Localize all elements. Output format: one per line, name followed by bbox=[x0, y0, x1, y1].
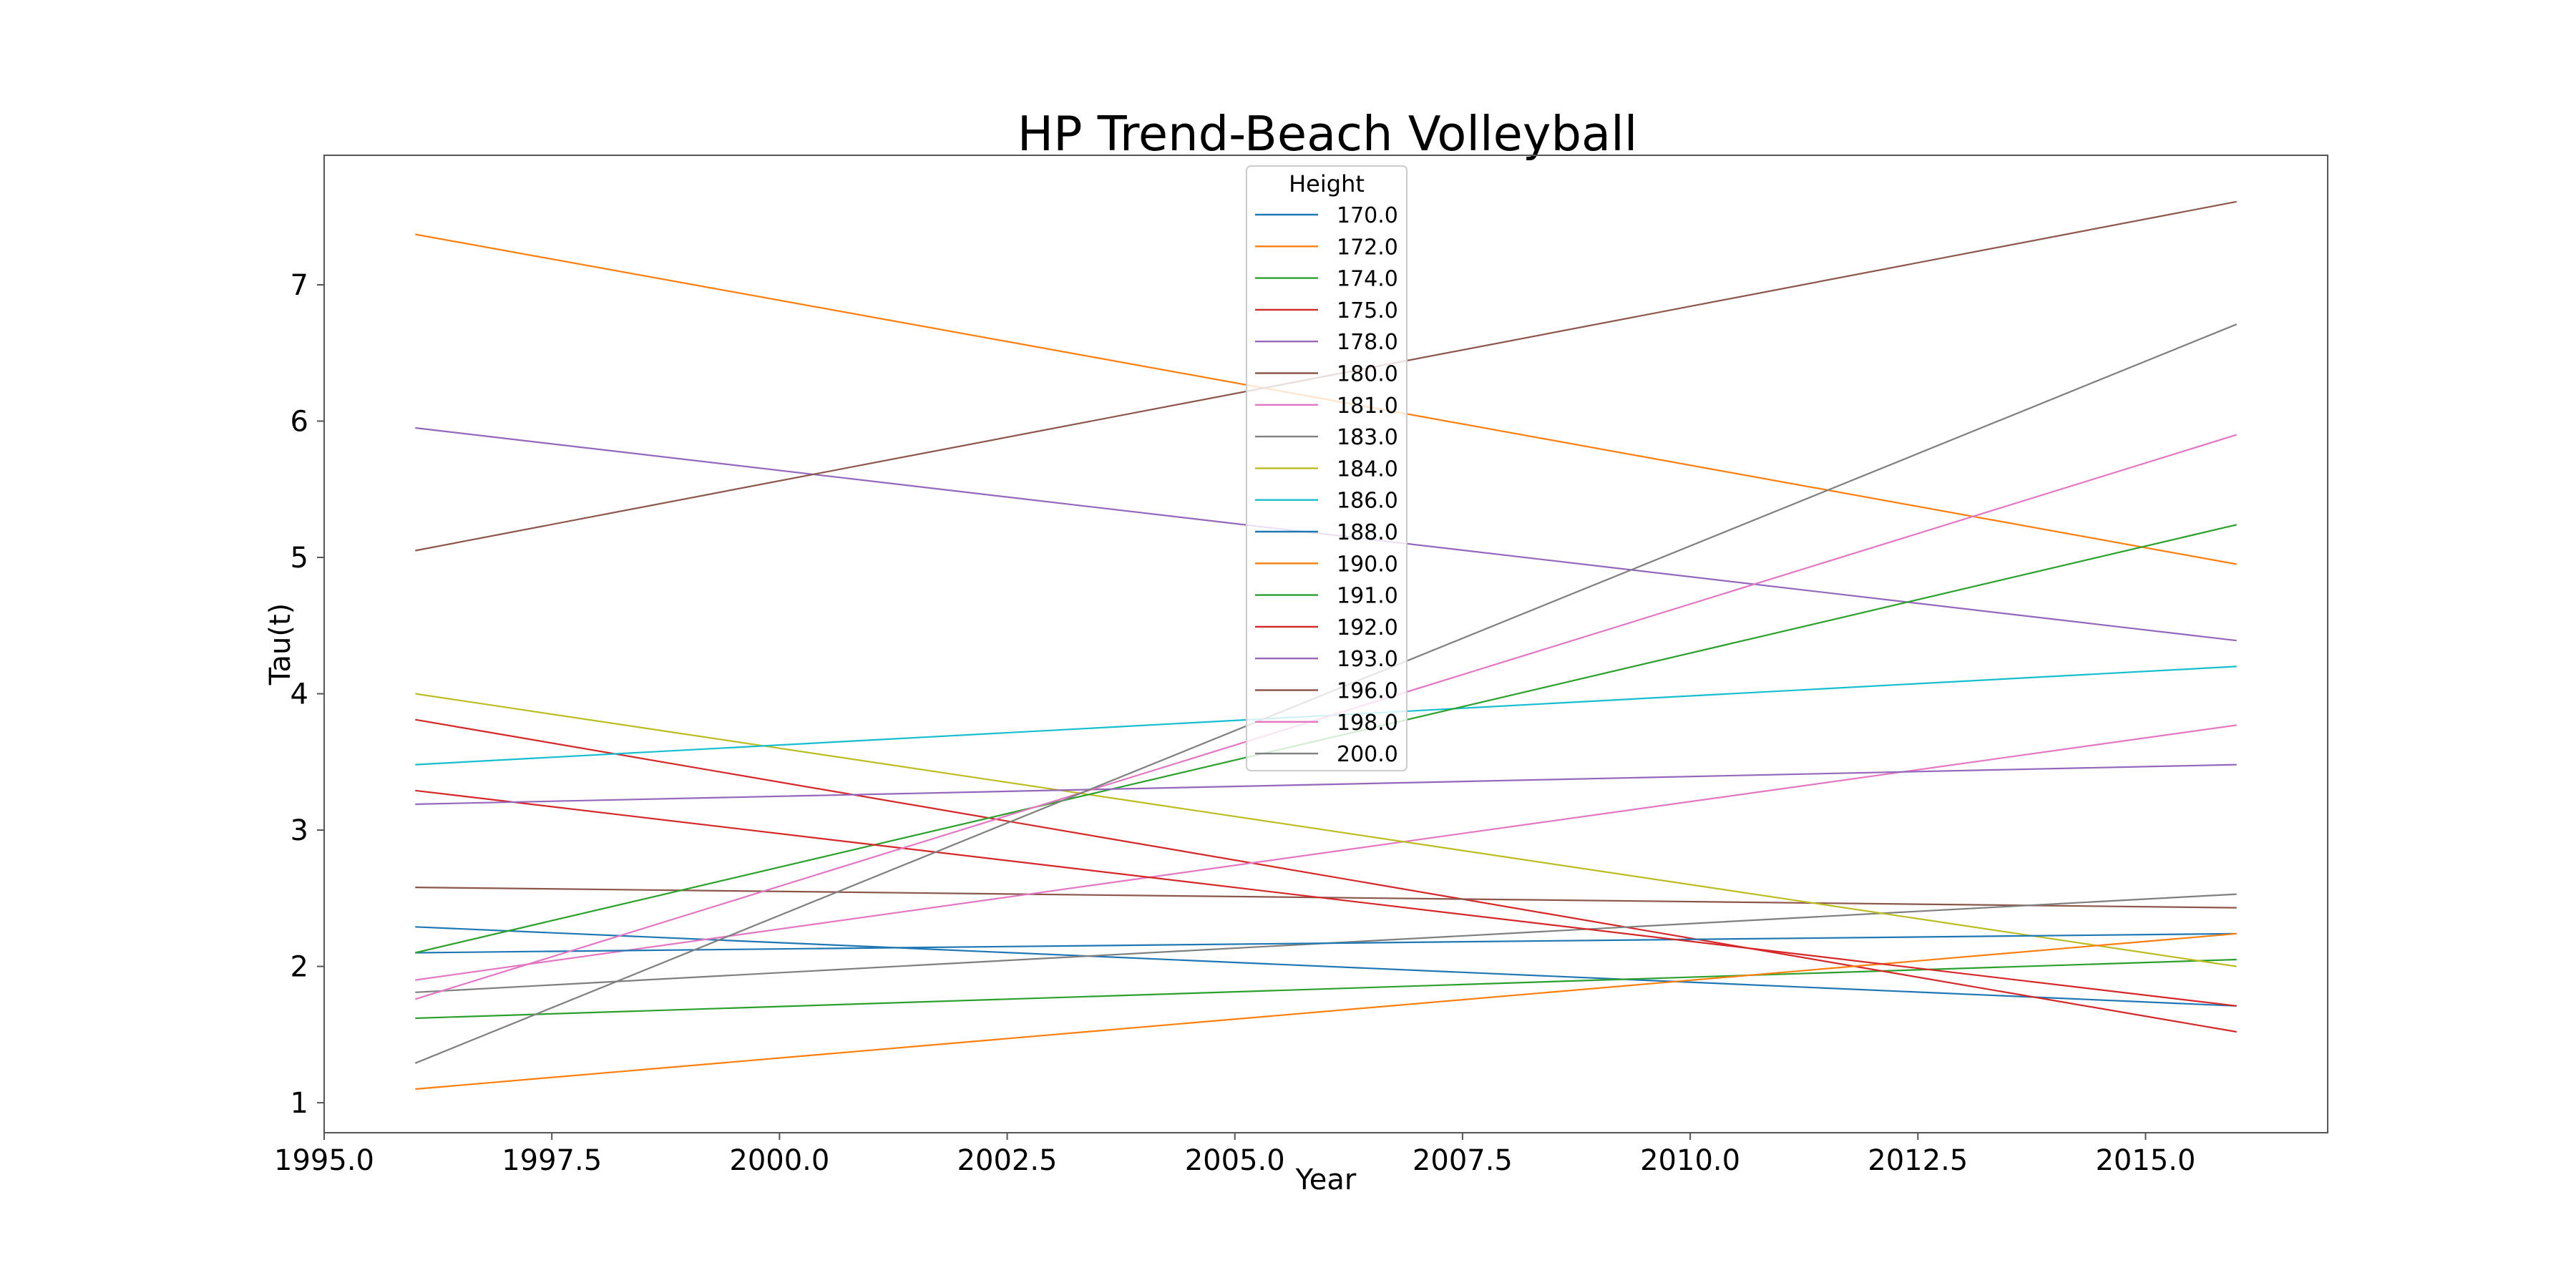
legend-label-184.0: 184.0 bbox=[1337, 457, 1398, 482]
legend-label-200.0: 200.0 bbox=[1337, 742, 1398, 767]
legend: Height 170.0 172.0 174.0 175.0 178.0 180.0 181… bbox=[1246, 165, 1407, 771]
x-tick-label: 2002.5 bbox=[957, 1144, 1058, 1177]
legend-label-180.0: 180.0 bbox=[1337, 362, 1398, 387]
series-line-188.0 bbox=[415, 932, 2237, 954]
legend-label-181.0: 181.0 bbox=[1337, 394, 1398, 419]
y-tick-label: 5 bbox=[291, 542, 308, 575]
x-tick-label: 1997.5 bbox=[502, 1144, 602, 1177]
legend-label-191.0: 191.0 bbox=[1337, 584, 1398, 609]
legend-box bbox=[1246, 165, 1407, 771]
legend-label-198.0: 198.0 bbox=[1337, 711, 1398, 736]
legend-label-172.0: 172.0 bbox=[1337, 235, 1398, 260]
legend-label-186.0: 186.0 bbox=[1337, 489, 1398, 514]
x-axis: 1995.0 1997.5 2000.0 2002.5 2005.0 2007.5 2010… bbox=[274, 1133, 2195, 1177]
plot-frame bbox=[323, 155, 2328, 1133]
legend-label-183.0: 183.0 bbox=[1337, 425, 1398, 450]
legend-entries: 170.0 172.0 174.0 175.0 178.0 180.0 181.0 183.0… bbox=[1255, 203, 1398, 767]
series-line-190.0 bbox=[415, 932, 2237, 1091]
x-axis-label: Year bbox=[1295, 1163, 1357, 1196]
legend-label-178.0: 178.0 bbox=[1337, 330, 1398, 355]
x-tick-label: 2005.0 bbox=[1185, 1144, 1285, 1177]
x-tick-label: 2010.0 bbox=[1640, 1144, 1740, 1177]
series-line-184.0 bbox=[415, 693, 2237, 967]
y-tick-label: 3 bbox=[291, 814, 308, 847]
y-tick-label: 2 bbox=[291, 951, 308, 984]
legend-label-193.0: 193.0 bbox=[1337, 647, 1398, 672]
y-axis: 1 2 3 4 5 6 7 bbox=[291, 269, 324, 1120]
x-tick-label: 2012.5 bbox=[1868, 1144, 1968, 1177]
legend-label-192.0: 192.0 bbox=[1337, 615, 1398, 640]
y-axis-label: Tau(t) bbox=[264, 603, 297, 686]
legend-label-190.0: 190.0 bbox=[1337, 552, 1398, 577]
y-tick-label: 6 bbox=[291, 406, 308, 439]
x-tick-label: 2000.0 bbox=[729, 1144, 829, 1177]
series-line-193.0 bbox=[415, 763, 2237, 805]
legend-title: Height bbox=[1289, 170, 1365, 197]
series-line-181.0 bbox=[415, 724, 2237, 981]
y-tick-label: 4 bbox=[291, 678, 308, 711]
x-tick-label: 1995.0 bbox=[274, 1144, 374, 1177]
legend-label-175.0: 175.0 bbox=[1337, 298, 1398, 323]
legend-label-170.0: 170.0 bbox=[1337, 203, 1398, 228]
legend-label-188.0: 188.0 bbox=[1337, 520, 1398, 545]
legend-label-174.0: 174.0 bbox=[1337, 267, 1398, 292]
y-tick-label: 7 bbox=[291, 269, 308, 302]
y-tick-label: 1 bbox=[291, 1087, 308, 1120]
series-line-174.0 bbox=[415, 958, 2237, 1020]
x-tick-label: 2007.5 bbox=[1413, 1144, 1513, 1177]
series-line-175.0 bbox=[415, 718, 2237, 1033]
series-line-192.0 bbox=[415, 789, 2237, 1007]
chart-title: HP Trend-Beach Volleyball bbox=[1018, 106, 1638, 162]
series-line-170.0 bbox=[415, 926, 2237, 1007]
legend-label-196.0: 196.0 bbox=[1337, 679, 1398, 704]
x-tick-label: 2015.0 bbox=[2095, 1144, 2195, 1177]
